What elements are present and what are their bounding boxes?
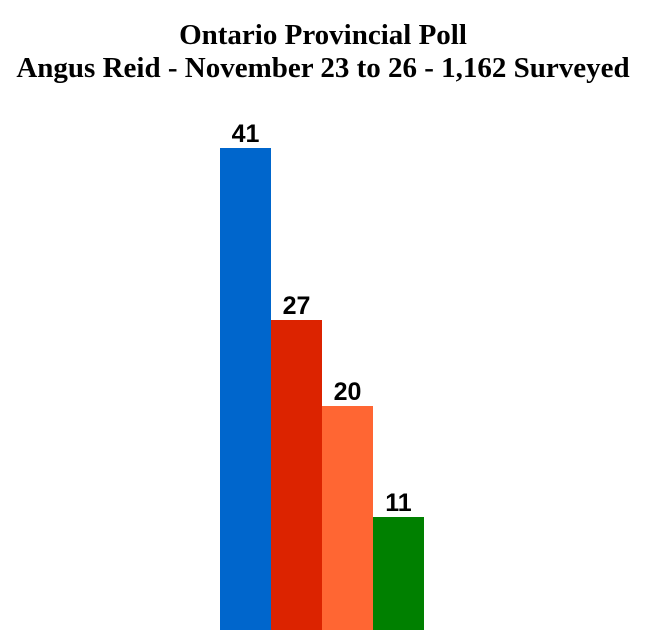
bar-value-label-2: 20: [333, 378, 362, 406]
bar-segment-1: [271, 320, 322, 630]
chart-subtitle: Angus Reid - November 23 to 26 - 1,162 S…: [16, 52, 630, 84]
bar-segment-3: [373, 517, 424, 630]
chart-title: Ontario Provincial Poll: [179, 19, 467, 51]
bar-value-label-1: 27: [282, 292, 311, 320]
bar-value-label-0: 41: [231, 120, 260, 148]
bar-segment-0: [220, 148, 271, 630]
bar-value-label-3: 11: [385, 489, 412, 517]
chart-title-block: Ontario Provincial Poll Angus Reid - Nov…: [0, 19, 646, 85]
bar-segment-2: [322, 406, 373, 630]
